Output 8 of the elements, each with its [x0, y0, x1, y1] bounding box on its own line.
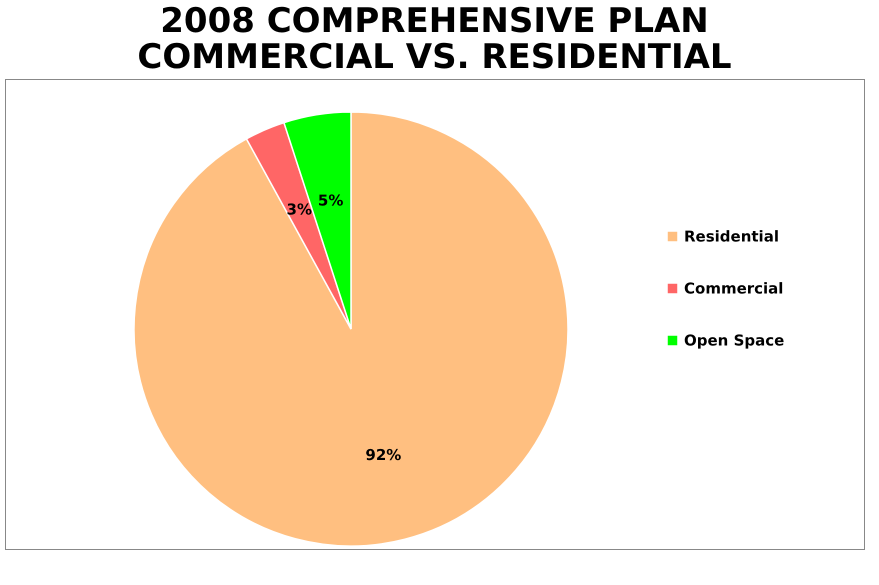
legend-label: Open Space [684, 332, 784, 350]
legend-label: Commercial [684, 280, 784, 298]
data-label: 3% [286, 200, 312, 219]
chart-title: 2008 COMPREHENSIVE PLAN COMMERCIAL VS. RESIDENTIAL [137, 1, 732, 77]
legend-label: Residential [684, 228, 779, 246]
pie-slice [133, 111, 569, 546]
data-label: 92% [365, 446, 402, 464]
data-label: 5% [318, 191, 344, 210]
